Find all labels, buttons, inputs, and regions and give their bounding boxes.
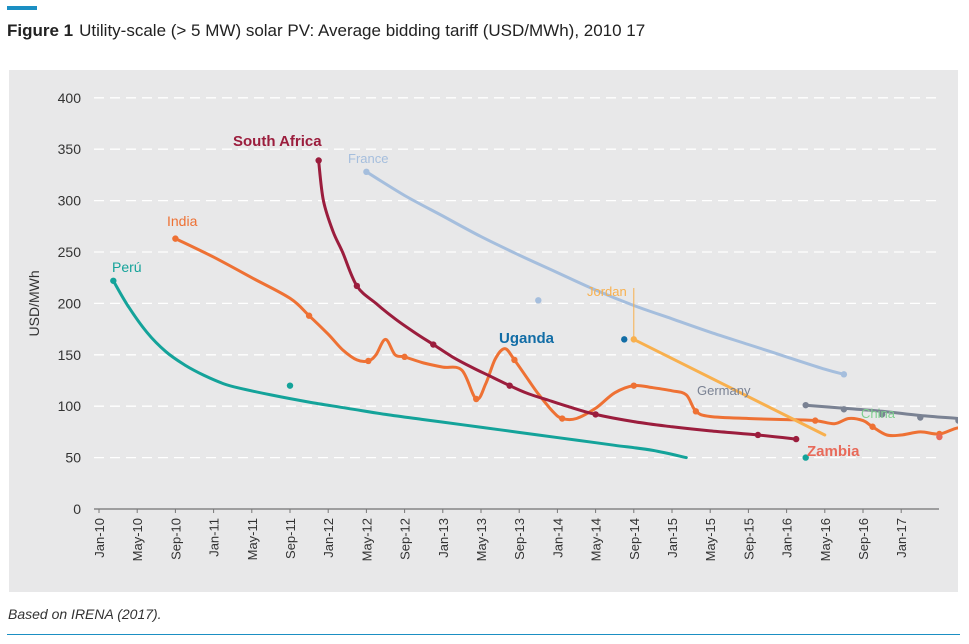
y-tick-label: 150 xyxy=(58,347,82,363)
series-label-zambia: Zambia xyxy=(807,443,860,460)
x-tick-label: Jan-15 xyxy=(665,518,680,558)
source-note: Based on IRENA (2017). xyxy=(8,606,162,622)
x-tick-label: Jan-13 xyxy=(436,518,451,558)
x-tick-label: Jan-10 xyxy=(92,518,107,558)
x-tick-label: Sep-16 xyxy=(856,518,871,560)
data-point-south-africa xyxy=(754,431,762,439)
data-point-germany xyxy=(878,411,886,418)
series-label-india: India xyxy=(167,213,198,229)
data-point-per xyxy=(286,382,294,389)
figure-label: Figure 1 xyxy=(7,21,74,40)
data-point-south-africa xyxy=(353,282,361,290)
series-line-per xyxy=(111,279,688,460)
accent-rule xyxy=(7,6,37,10)
x-tick-label: Sep-13 xyxy=(512,518,527,560)
x-tick-label: Sep-11 xyxy=(283,518,298,559)
x-tick-label: Sep-14 xyxy=(627,518,642,560)
y-tick-label: 350 xyxy=(58,141,82,157)
data-point-india xyxy=(812,417,819,424)
x-tick-label: Jan-17 xyxy=(894,518,909,558)
data-point-germany xyxy=(955,417,958,424)
series-label-uganda: Uganda xyxy=(499,330,555,347)
series-line-germany xyxy=(804,403,958,420)
data-point-germany xyxy=(802,401,809,409)
data-point-uganda xyxy=(621,336,628,343)
y-tick-label: 400 xyxy=(58,90,82,106)
data-point-south-africa xyxy=(592,411,599,418)
data-point-india xyxy=(692,408,700,415)
data-point-india xyxy=(511,356,518,364)
series-line-south-africa xyxy=(317,159,798,441)
x-tick-label: Sep-15 xyxy=(741,518,756,560)
series-line-jordan xyxy=(632,337,827,437)
line-chart: 0 50 100 150 200 250 300 350 400 Jan-10 May-10 Sep-… xyxy=(26,90,958,561)
data-point-india xyxy=(558,415,566,422)
chart-panel: 0 50 100 150 200 250 300 350 400 Jan-10 May-10 Sep-… xyxy=(9,70,958,592)
data-point-south-africa xyxy=(315,157,322,164)
x-tick-label: May-15 xyxy=(703,518,718,561)
data-point-per xyxy=(802,454,809,461)
x-tick-label: May-11 xyxy=(245,518,260,560)
figure-title-text: Utility-scale (> 5 MW) solar PV: Average… xyxy=(79,21,646,40)
data-point-france xyxy=(363,168,370,176)
series-label-china: China xyxy=(861,406,896,421)
series-label-jordan: Jordan xyxy=(587,284,627,299)
y-axis-title: USD/MWh xyxy=(26,270,42,336)
y-tick-label: 300 xyxy=(58,193,82,209)
bottom-rule xyxy=(7,634,960,635)
data-point-south-africa xyxy=(792,435,800,443)
x-tick-label: Jan-12 xyxy=(321,518,336,558)
x-tick-label: May-12 xyxy=(359,518,374,561)
y-tick-label: 250 xyxy=(58,244,82,260)
data-point-germany xyxy=(917,414,924,421)
y-tick-label: 0 xyxy=(73,501,81,517)
series-label-france: France xyxy=(348,151,388,166)
series-line-india xyxy=(173,237,958,438)
data-point-france xyxy=(840,371,848,378)
data-point-india xyxy=(305,312,313,319)
series-label-germany: Germany xyxy=(697,383,751,398)
data-point-india xyxy=(365,357,372,365)
data-point-india xyxy=(869,423,876,430)
series-line-france xyxy=(364,170,846,376)
y-tick-label: 50 xyxy=(65,450,81,466)
x-tick-label: Jan-11 xyxy=(207,518,222,557)
x-tick-label: May-10 xyxy=(130,518,145,561)
x-tick-label: May-13 xyxy=(474,518,489,561)
data-point-france xyxy=(535,297,542,304)
data-point-germany xyxy=(840,406,848,413)
figure-title: Figure 1 Utility-scale (> 5 MW) solar PV:… xyxy=(7,21,645,41)
data-point-india xyxy=(401,353,408,361)
x-tick-label: Sep-10 xyxy=(168,518,183,560)
series-label-per: Perú xyxy=(112,259,142,275)
x-tick-label: Jan-16 xyxy=(780,518,795,558)
x-tick-label: May-16 xyxy=(818,518,833,561)
data-point-zambia xyxy=(936,433,943,441)
data-point-india xyxy=(473,395,480,403)
data-point-per xyxy=(110,277,117,284)
x-tick-label: Sep-12 xyxy=(398,518,413,560)
y-tick-label: 200 xyxy=(58,295,82,311)
data-point-south-africa xyxy=(430,341,437,348)
x-tick-label: May-14 xyxy=(589,518,604,561)
data-point-india xyxy=(630,382,637,389)
data-point-south-africa xyxy=(506,382,513,389)
data-point-india xyxy=(172,235,179,242)
y-tick-label: 100 xyxy=(58,398,82,414)
x-tick-label: Jan-14 xyxy=(550,518,565,558)
series-label-south-africa: South Africa xyxy=(233,133,322,150)
